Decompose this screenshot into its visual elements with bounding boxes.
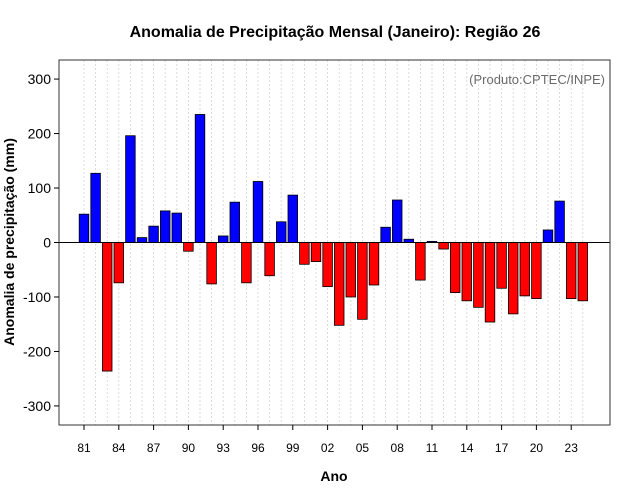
chart-title: Anomalia de Precipitação Mensal (Janeiro… <box>130 24 541 41</box>
bar-2012 <box>438 242 449 250</box>
bar-2010 <box>415 242 426 281</box>
y-tick-label: 200 <box>28 126 52 142</box>
y-axis: -300 -200 -100 0 100 200 300 <box>23 71 59 414</box>
bars-layer <box>78 114 589 372</box>
bar-1982 <box>90 172 101 243</box>
bar-2002 <box>322 242 333 288</box>
x-tick-label: 87 <box>147 441 161 455</box>
bar-2008 <box>391 199 403 243</box>
x-tick-label: 23 <box>565 441 579 455</box>
x-tick-label: 81 <box>77 441 91 455</box>
bar-1997 <box>264 242 275 277</box>
x-tick-label: 90 <box>182 441 196 455</box>
x-tick-label: 14 <box>460 441 474 455</box>
bar-1998 <box>275 221 287 243</box>
bar-1996 <box>252 181 264 243</box>
bar-2003 <box>333 242 345 326</box>
y-tick-label: -300 <box>23 398 51 414</box>
bar-2023 <box>566 242 577 300</box>
bar-1992 <box>206 242 217 285</box>
bar-1991 <box>194 114 206 243</box>
bar-1993 <box>217 235 229 243</box>
credit-annotation: (Produto:CPTEC/INPE) <box>469 72 605 87</box>
x-axis-title: Ano <box>320 468 347 484</box>
x-tick-label: 02 <box>321 441 335 455</box>
bar-2005 <box>357 242 368 320</box>
bar-2001 <box>310 242 322 262</box>
x-tick-label: 96 <box>251 441 265 455</box>
y-axis-title: Anomalia de precipitação (mm) <box>1 138 17 346</box>
bar-2024 <box>577 242 589 302</box>
y-tick-label: -100 <box>23 289 51 305</box>
bar-2004 <box>345 242 357 298</box>
y-tick-label: -200 <box>23 343 51 359</box>
bar-2006 <box>368 242 380 286</box>
x-tick-label: 17 <box>495 441 509 455</box>
x-tick-label: 05 <box>356 441 370 455</box>
bar-1989 <box>171 212 183 243</box>
y-tick-label: 0 <box>43 235 51 251</box>
bar-1999 <box>287 194 299 243</box>
bar-2021 <box>542 229 554 243</box>
bar-1985 <box>125 135 136 243</box>
bar-2019 <box>519 242 531 297</box>
x-tick-label: 99 <box>286 441 300 455</box>
x-tick-label: 20 <box>530 441 544 455</box>
bar-2000 <box>299 242 310 265</box>
y-tick-label: 100 <box>28 180 52 196</box>
x-tick-label: 84 <box>112 441 126 455</box>
bar-2022 <box>554 200 565 243</box>
bar-2020 <box>531 242 542 300</box>
bar-1981 <box>78 213 90 243</box>
bar-1983 <box>102 242 113 372</box>
x-tick-label: 11 <box>426 441 439 455</box>
bar-2007 <box>380 226 391 243</box>
bar-2016 <box>484 242 496 323</box>
bar-2017 <box>496 242 507 289</box>
bar-1986 <box>136 237 148 243</box>
bar-1994 <box>229 201 241 243</box>
x-tick-label: 93 <box>217 441 231 455</box>
bar-1990 <box>183 242 194 252</box>
bar-2015 <box>473 242 484 308</box>
grid-layer <box>83 60 584 425</box>
bar-1995 <box>241 242 252 284</box>
y-tick-label: 300 <box>28 71 52 87</box>
bar-2018 <box>507 242 519 315</box>
bar-1984 <box>113 242 125 284</box>
x-axis: 81 84 87 90 93 96 99 02 05 08 11 14 17 20 23 <box>77 425 578 455</box>
bar-2013 <box>449 242 461 294</box>
bar-2014 <box>461 242 473 302</box>
bar-1988 <box>159 210 171 243</box>
x-tick-label: 08 <box>391 441 405 455</box>
bar-1987 <box>148 225 159 243</box>
